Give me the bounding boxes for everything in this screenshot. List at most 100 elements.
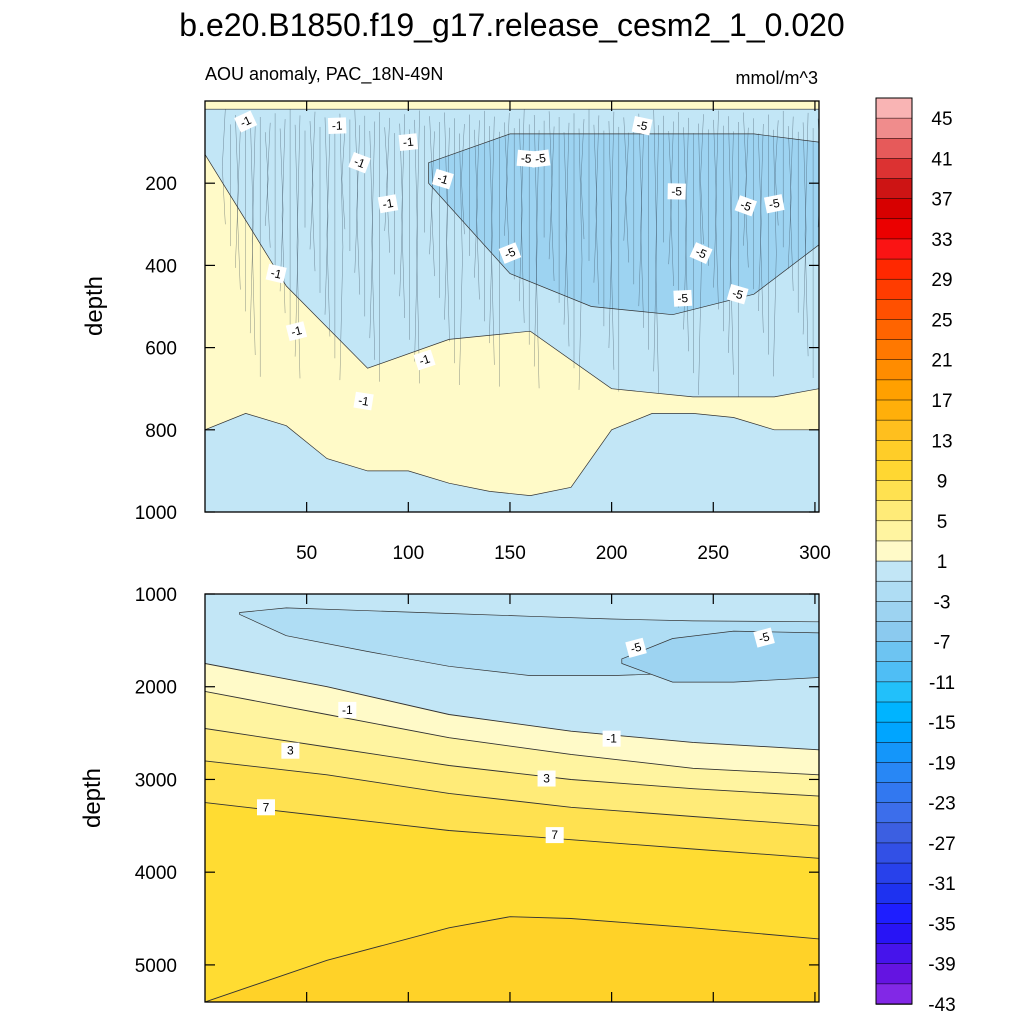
lower-ytick-label: 1000 bbox=[135, 585, 177, 606]
upper-contour-line bbox=[339, 113, 344, 381]
upper-contour-line bbox=[565, 122, 570, 347]
lower-contour-label-box bbox=[753, 627, 775, 648]
colorbar-swatch bbox=[875, 339, 913, 361]
lower-contour-label-box bbox=[625, 637, 647, 658]
colorbar-label: -11 bbox=[929, 673, 955, 694]
colorbar-swatch bbox=[875, 862, 913, 884]
lower-panel-ylabel: depth bbox=[79, 768, 106, 828]
upper-contour-line bbox=[804, 112, 809, 357]
upper-contour-label-box bbox=[498, 242, 522, 264]
upper-xtick-label: 50 bbox=[296, 543, 317, 564]
upper-contour-line bbox=[548, 111, 553, 260]
lower-panel-contour-fill: -5 -5 -1 -1 3 3 7 7 bbox=[205, 594, 819, 1002]
colorbar-swatch bbox=[875, 540, 913, 562]
upper-contour-label: -1 bbox=[327, 117, 347, 134]
upper-contour-label: -1 bbox=[431, 168, 454, 190]
upper-contour-label-text: -1 bbox=[436, 171, 451, 188]
lower-contour-label-text: -1 bbox=[342, 703, 353, 717]
lower-contour-label-box bbox=[256, 799, 275, 816]
colorbar-swatch bbox=[875, 661, 913, 683]
colorbar-swatch bbox=[875, 158, 913, 180]
upper-contour-line bbox=[266, 122, 271, 248]
upper-contour-line bbox=[715, 110, 719, 310]
lower-band--1 bbox=[205, 663, 819, 775]
upper-contour-label: -1 bbox=[348, 151, 371, 174]
upper-contour-label-box bbox=[348, 151, 371, 174]
colorbar-label: 1 bbox=[937, 552, 948, 573]
upper-contour-line bbox=[384, 127, 388, 231]
upper-contour-line bbox=[504, 122, 508, 236]
colorbar-swatch bbox=[875, 842, 913, 864]
lower-contour-label: -1 bbox=[602, 730, 621, 747]
colorbar-swatch bbox=[875, 601, 913, 623]
upper-contour-line bbox=[309, 121, 314, 250]
upper-panel-ticks: 200 400 600 800 1000 50 100 150 200 250 300 bbox=[135, 101, 831, 564]
upper-contour-line bbox=[789, 116, 794, 291]
upper-contour-label: -5 bbox=[763, 194, 785, 214]
colorbar-swatch bbox=[875, 218, 913, 240]
lower-band-7 bbox=[205, 802, 819, 1002]
colorbar-label: 17 bbox=[931, 391, 952, 412]
lower-contour-label: 7 bbox=[545, 827, 564, 844]
upper-contour-line bbox=[728, 116, 732, 353]
colorbar-swatch bbox=[875, 278, 913, 301]
upper-contour-line bbox=[743, 112, 747, 246]
upper-contour-label-box bbox=[689, 242, 713, 265]
colorbar-swatch bbox=[875, 138, 913, 160]
colorbar-swatch bbox=[875, 802, 913, 824]
upper-contour-label-text: -5 bbox=[768, 196, 781, 212]
upper-contour-line bbox=[235, 114, 239, 268]
upper-contour-line bbox=[491, 116, 495, 365]
lower-contour-label-text: 7 bbox=[551, 828, 558, 842]
lower-ytick-label: 3000 bbox=[135, 770, 177, 791]
upper-contour-line bbox=[431, 131, 435, 277]
lower-contour-label-box bbox=[338, 701, 357, 718]
lower-contour-labels: -5 -5 -1 -1 3 3 7 7 bbox=[256, 627, 775, 844]
upper-contour-line bbox=[593, 124, 598, 283]
upper-contour-label-box bbox=[327, 117, 347, 134]
upper-contour-line bbox=[416, 110, 420, 384]
lower-contour-label-text: -1 bbox=[606, 732, 617, 746]
upper-contour-label-box bbox=[763, 194, 785, 214]
upper-contour-label-text: -5 bbox=[635, 118, 649, 134]
upper-contour-line bbox=[369, 130, 374, 339]
lower-contour-label-box bbox=[602, 730, 621, 747]
upper-contour-label: -5 bbox=[530, 149, 551, 168]
upper-contour-line bbox=[550, 126, 555, 282]
colorbar-label: 45 bbox=[931, 109, 952, 130]
upper-contour-line bbox=[326, 132, 331, 337]
colorbar-swatch bbox=[875, 580, 913, 603]
colorbar-swatch bbox=[875, 943, 913, 965]
upper-contour-line bbox=[758, 133, 762, 312]
upper-contour-line bbox=[610, 111, 615, 370]
upper-contour-label: -1 bbox=[265, 263, 287, 284]
colorbar-swatch bbox=[875, 299, 913, 321]
lower-band-3 bbox=[205, 728, 819, 826]
colorbar-swatch bbox=[875, 379, 913, 401]
upper-contour-label-box bbox=[377, 194, 399, 214]
colorbar-swatch bbox=[875, 983, 913, 1005]
lower-contour-label-box bbox=[537, 770, 556, 787]
colorbar-swatch bbox=[875, 963, 913, 985]
lower-band-1 bbox=[205, 691, 819, 797]
colorbar-swatch bbox=[875, 359, 913, 381]
upper-contour-line bbox=[760, 123, 764, 333]
upper-contour-label: -5 bbox=[673, 289, 693, 307]
upper-contour-line bbox=[580, 119, 585, 240]
upper-contour-line bbox=[595, 115, 600, 305]
upper-contour-line bbox=[386, 117, 390, 253]
upper-contour-label-box bbox=[726, 283, 749, 305]
upper-contour-line bbox=[713, 119, 717, 288]
lower-band-5 bbox=[205, 760, 819, 859]
upper-contour-line bbox=[578, 128, 583, 390]
upper-contour-label: -1 bbox=[398, 133, 419, 151]
upper-contour-label-box bbox=[631, 115, 653, 136]
colorbar-label: -31 bbox=[928, 874, 955, 895]
lower-contour-label-box bbox=[545, 827, 564, 844]
upper-contour-line bbox=[279, 128, 284, 292]
colorbar-swatch bbox=[875, 882, 913, 905]
colorbar-swatch bbox=[875, 198, 913, 220]
units-label: mmol/m^3 bbox=[736, 68, 818, 88]
colorbar-swatch bbox=[875, 117, 913, 140]
